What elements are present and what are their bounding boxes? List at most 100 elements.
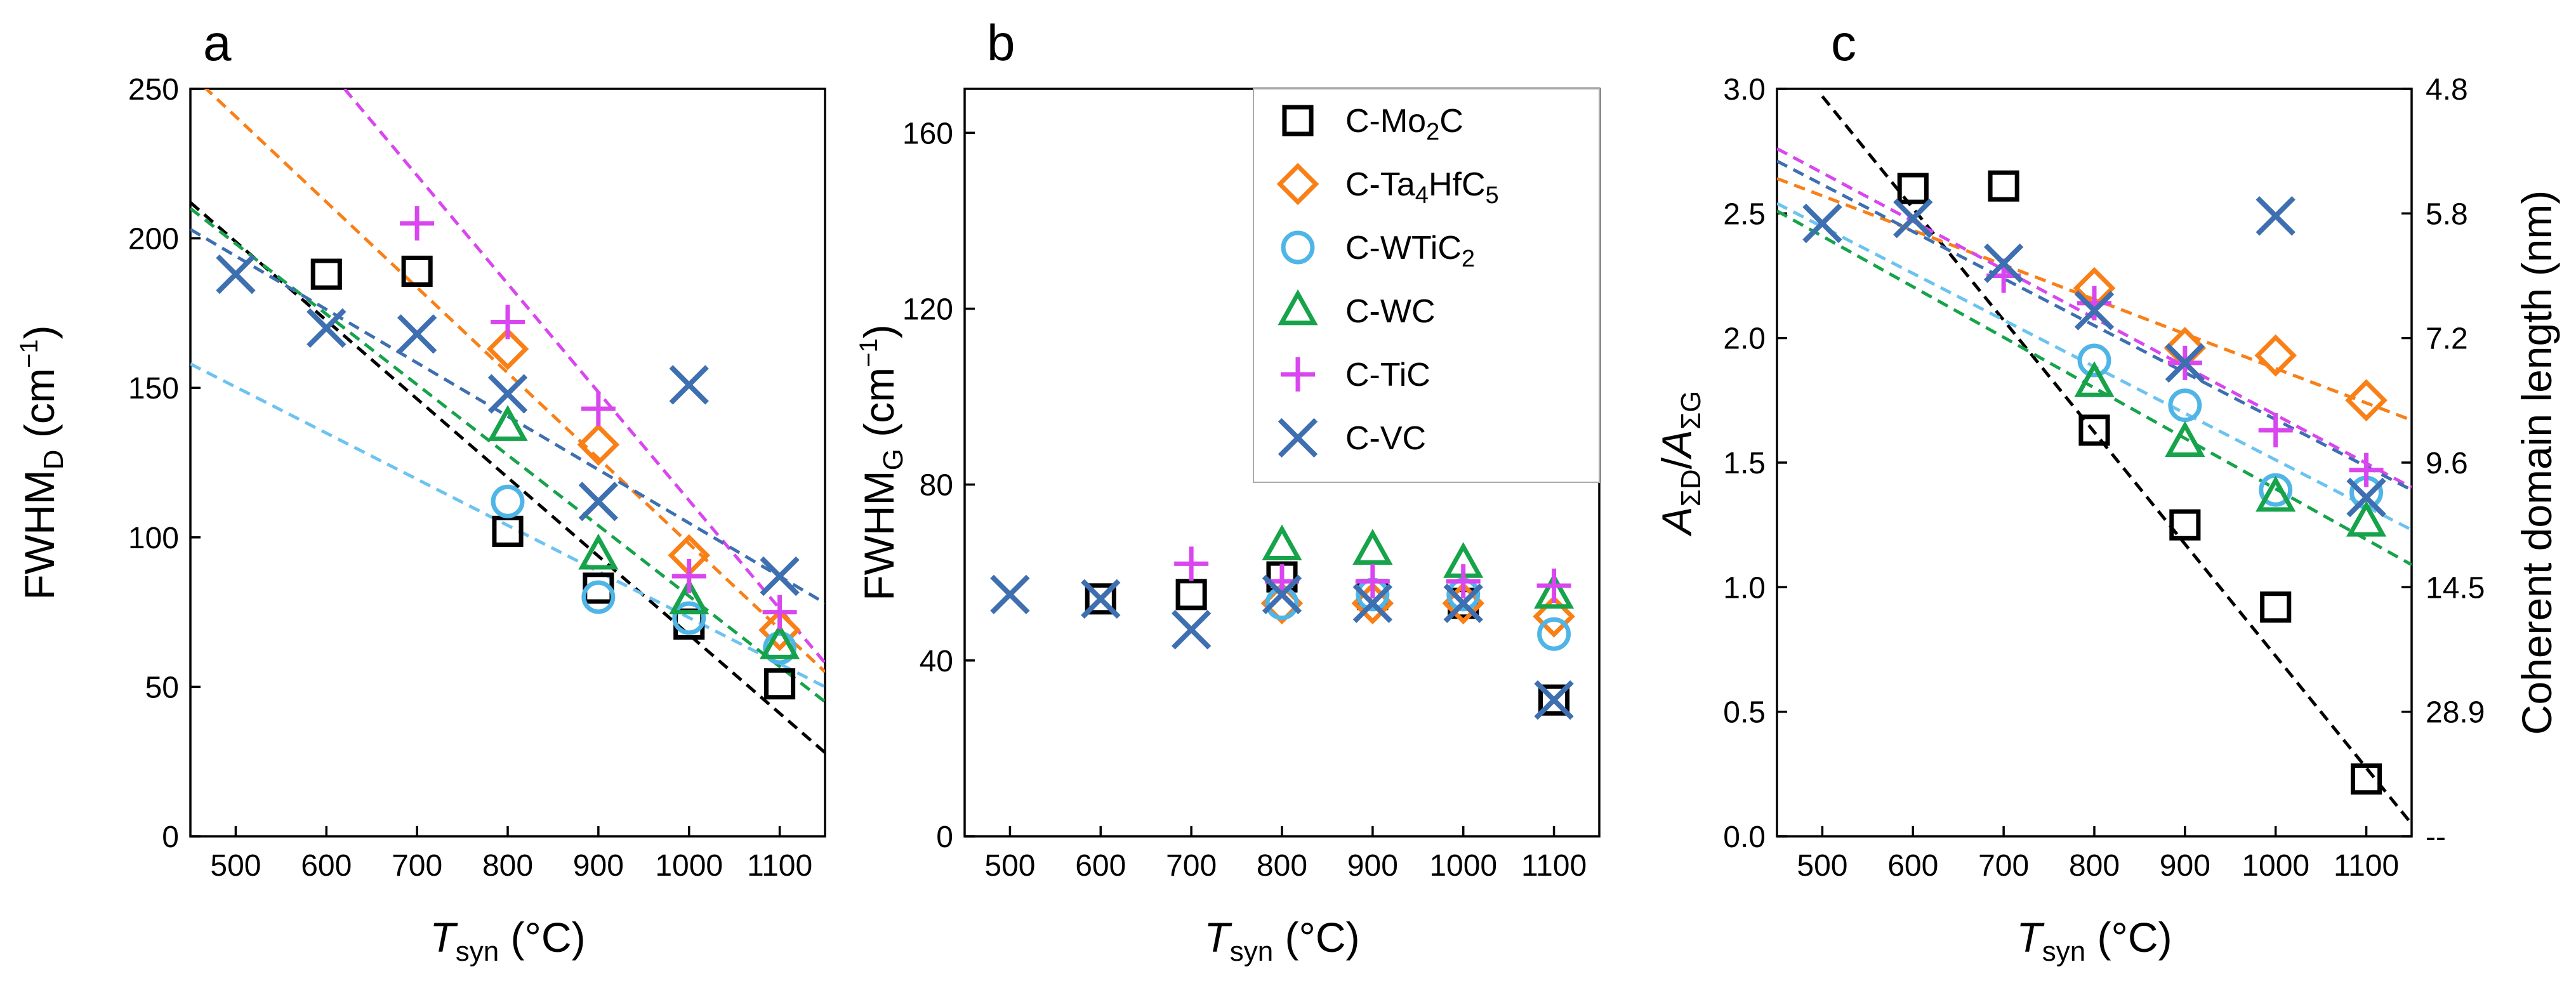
legend-text-part: C [1439,103,1463,140]
data-point [2077,343,2111,378]
panel-a-x-label: Tsyn (°C) [430,914,585,967]
data-point [2078,414,2110,446]
data-point [1442,582,1485,625]
panel-b-y-label: FWHMG (cm−1) [855,324,909,600]
fit-line-c-tic [343,89,825,664]
panel-a-y-label: FWHMD (cm−1) [15,326,69,600]
data-point [2074,291,2115,331]
panel-a-frame [189,88,826,838]
panel-c-points [1802,170,2388,795]
legend-text-part: C-Mo [1345,103,1426,140]
y-label-a: A [1653,506,1700,537]
data-point [1171,610,1212,650]
legend-label: C-Ta4HfC5 [1345,166,1499,209]
data-point [758,609,801,652]
legend-item-c-wc: C-WC [1278,289,1436,330]
panel-c-frame [1776,88,2413,838]
data-point [578,482,619,522]
data-point [1352,583,1393,623]
y-label-unit: (cm [855,367,902,449]
legend-item-c-ta4hfc5: C-Ta4HfC5 [1276,162,1499,209]
y2-tick-label: 5.8 [2426,197,2468,231]
legend-box [1253,88,1600,483]
panel-c: c 500 600 700 800 900 1000 1100 0.0 0.5 1.0 1.5 2.… [1653,15,2560,967]
x-tick-label: 900 [2160,849,2210,883]
legend-item-c-mo2c: C-Mo2C [1282,103,1463,145]
y-tick-label: 2.0 [1723,322,1766,356]
data-point [487,405,528,441]
x-tick-label: 600 [1075,849,1126,883]
series-c-mo2c [1085,561,1570,716]
data-point [581,580,616,614]
data-point [2259,473,2293,507]
data-point [492,515,524,547]
data-point [307,308,347,348]
series-c-mo2c [310,255,796,700]
series-c-vc [1802,196,2386,518]
panel-a-y-ticks: 0 50 100 150 200 250 [128,73,201,854]
legend-marker-circle [1281,230,1315,265]
data-point [2168,388,2202,423]
y-label-main: FWHM [16,470,63,600]
x-tick-label: 800 [2069,849,2120,883]
data-point [2169,509,2201,541]
x-tick-label: 500 [1797,849,1847,883]
fit-line-c-wtic2 [190,362,825,688]
data-point [1446,564,1481,599]
series-c-ta4hfc5 [486,327,801,652]
y2-tick-label: -- [2426,820,2446,854]
data-point [578,533,619,570]
series-c-wc [487,405,800,659]
panel-c-letter: c [1831,15,1856,71]
series-c-wc [2074,361,2387,537]
y-label-superscript: −1 [855,338,883,367]
data-point [1175,579,1207,610]
data-point [487,374,528,414]
data-point [1536,569,1571,603]
panel-c-y-ticks: 0.0 0.5 1.0 1.5 2.0 2.5 3.0 [1723,73,1787,854]
legend-item-c-wtic2: C-WTiC2 [1281,230,1475,272]
fit-lines [1777,95,2412,825]
panel-b: b 500 600 700 800 900 1000 1100 0 40 80 120 160 C-… [855,15,1601,967]
x-tick-label: 600 [1887,849,1938,883]
y-tick-label: 150 [128,372,179,405]
x-label-symbol: T [430,914,458,961]
legend-marker-plus [1281,357,1315,392]
data-point [2351,763,2382,795]
data-point [2346,501,2387,537]
data-point [397,314,437,354]
y-tick-label: 100 [128,522,179,555]
y-label-a2: A [1653,430,1700,460]
data-point [2256,475,2296,512]
x-tick-label: 1100 [2334,849,2399,883]
series-c-ta4hfc5 [1260,582,1575,638]
y-label-unit: (cm [16,368,63,449]
panel-b-y-ticks: 0 40 80 120 160 [902,117,975,854]
legend-label: C-WC [1345,293,1436,330]
y-label-main: FWHM [855,470,902,600]
data-point [1537,617,1571,651]
panel-a: a 500 600 700 800 900 1000 1100 0 50 100 150 200 25… [15,15,826,967]
data-point [1262,574,1302,615]
data-point [763,631,797,665]
series-c-wc [1262,524,1575,609]
series-c-ta4hfc5 [2073,267,2388,422]
legend-subscript: 2 [1462,246,1475,272]
panel-c-y2-ticks: -- 28.9 14.5 9.6 7.2 5.8 4.8 [2401,73,2485,854]
x-label-unit: (°C) [2085,914,2172,961]
data-point [1538,684,1570,716]
data-point [1802,203,1842,244]
panel-b-x-label: Tsyn (°C) [1204,914,1359,967]
data-point [400,206,435,241]
panel-a-x-ticks: 500 600 700 800 900 1000 1100 [210,826,812,883]
y-tick-label: 0 [162,820,179,854]
series-c-wtic2 [1265,577,1571,651]
data-point [1533,595,1575,638]
legend-label: C-VC [1345,420,1426,457]
data-point [1983,243,2024,284]
data-point [1174,546,1209,581]
legend-subscript: 4 [1415,182,1429,209]
data-point [2165,421,2205,457]
y-tick-label: 0.0 [1723,820,1766,854]
